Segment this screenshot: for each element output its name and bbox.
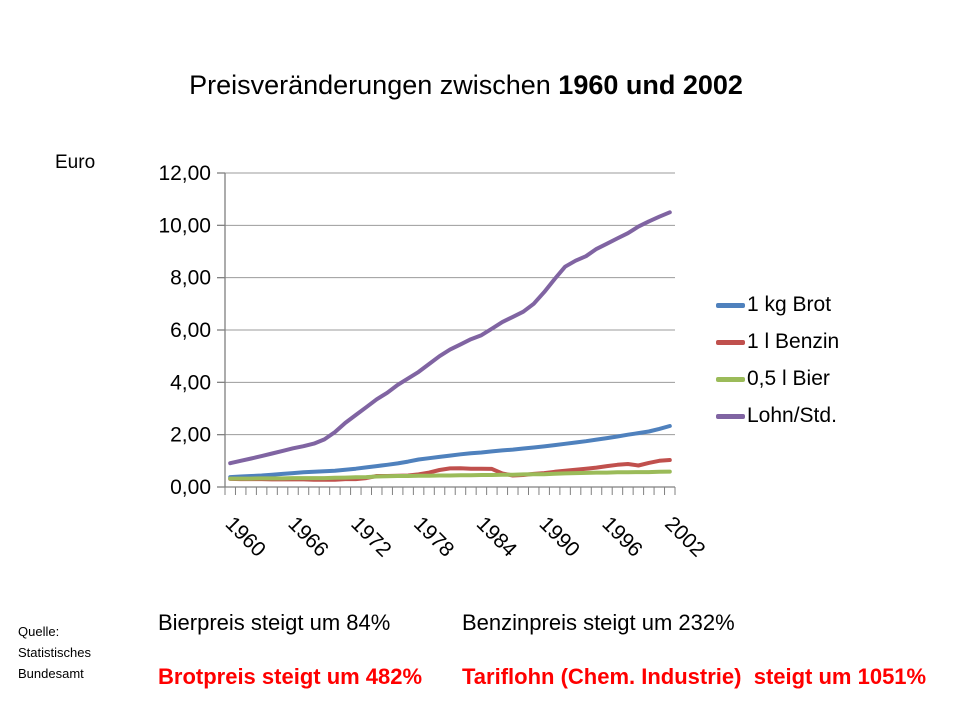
- x-tick-label: 1960: [221, 512, 270, 561]
- y-axis: 0,00 2,00 4,00 6,00 8,00 10,00 12,00: [158, 162, 225, 499]
- legend-label: 0,5 l Bier: [747, 367, 830, 390]
- series-line-0-5-l-bier: [228, 469, 672, 481]
- x-tick-label: 1996: [597, 512, 646, 561]
- legend-label: Lohn/Std.: [747, 404, 837, 427]
- chart-legend: 1 kg Brot 1 l Benzin 0,5 l Bier Lohn/Std.: [716, 293, 839, 428]
- x-tick-label: 1972: [346, 512, 395, 561]
- annotation-brotpreis: Brotpreis steigt um 482%: [158, 664, 423, 689]
- y-tick-label: 2,00: [170, 424, 211, 447]
- chart-title-normal: Preisveränderungen zwischen: [189, 70, 559, 100]
- legend-swatch: [716, 302, 745, 308]
- series-line-1-kg-brot: [228, 424, 672, 480]
- y-tick-label: 10,00: [158, 214, 211, 237]
- x-tick-label: 1978: [409, 512, 458, 561]
- x-axis: 1960 1966 1972 1978 1984 1990 1996 2002: [221, 487, 710, 562]
- x-tick-label: 1984: [472, 512, 522, 562]
- source-note: Quelle: Statistisches Bundesamt: [18, 621, 91, 684]
- source-line: Statistisches: [18, 645, 91, 660]
- legend-label: 1 l Benzin: [747, 330, 840, 353]
- annotation-benzinpreis: Benzinpreis steigt um 232%: [462, 610, 735, 635]
- x-tick-label: 1990: [535, 512, 584, 561]
- chart-title: Preisveränderungen zwischen 1960 und 200…: [0, 70, 932, 101]
- source-line: Quelle:: [18, 624, 60, 639]
- x-tick-label: 1966: [283, 512, 332, 561]
- annotation-bierpreis: Bierpreis steigt um 84%: [158, 610, 391, 635]
- x-tick-label: 2002: [660, 512, 709, 561]
- gridlines: [225, 172, 675, 436]
- series-line-lohn-std-: [228, 210, 672, 466]
- source-line: Bundesamt: [18, 666, 84, 681]
- annotation-tariflohn: Tariflohn (Chem. Industrie) steigt um 10…: [462, 664, 927, 689]
- series-lines: [228, 210, 672, 482]
- legend-item-lohn-std-: Lohn/Std.: [716, 404, 839, 428]
- y-tick-label: 8,00: [170, 267, 211, 290]
- legend-swatch: [716, 339, 745, 345]
- legend-swatch: [716, 413, 745, 419]
- chart-title-bold: 1960 und 2002: [558, 70, 743, 100]
- y-axis-unit-label: Euro: [55, 152, 96, 173]
- legend-label: 1 kg Brot: [747, 293, 832, 316]
- legend-item-1-kg-brot: 1 kg Brot: [716, 293, 839, 317]
- legend-item-0-5-l-bier: 0,5 l Bier: [716, 367, 839, 391]
- y-tick-label: 4,00: [170, 371, 211, 394]
- y-tick-label: 12,00: [158, 162, 211, 185]
- y-tick-label: 0,00: [170, 476, 211, 499]
- legend-swatch: [716, 376, 745, 382]
- y-tick-label: 6,00: [170, 319, 211, 342]
- legend-item-1-l-benzin: 1 l Benzin: [716, 330, 839, 354]
